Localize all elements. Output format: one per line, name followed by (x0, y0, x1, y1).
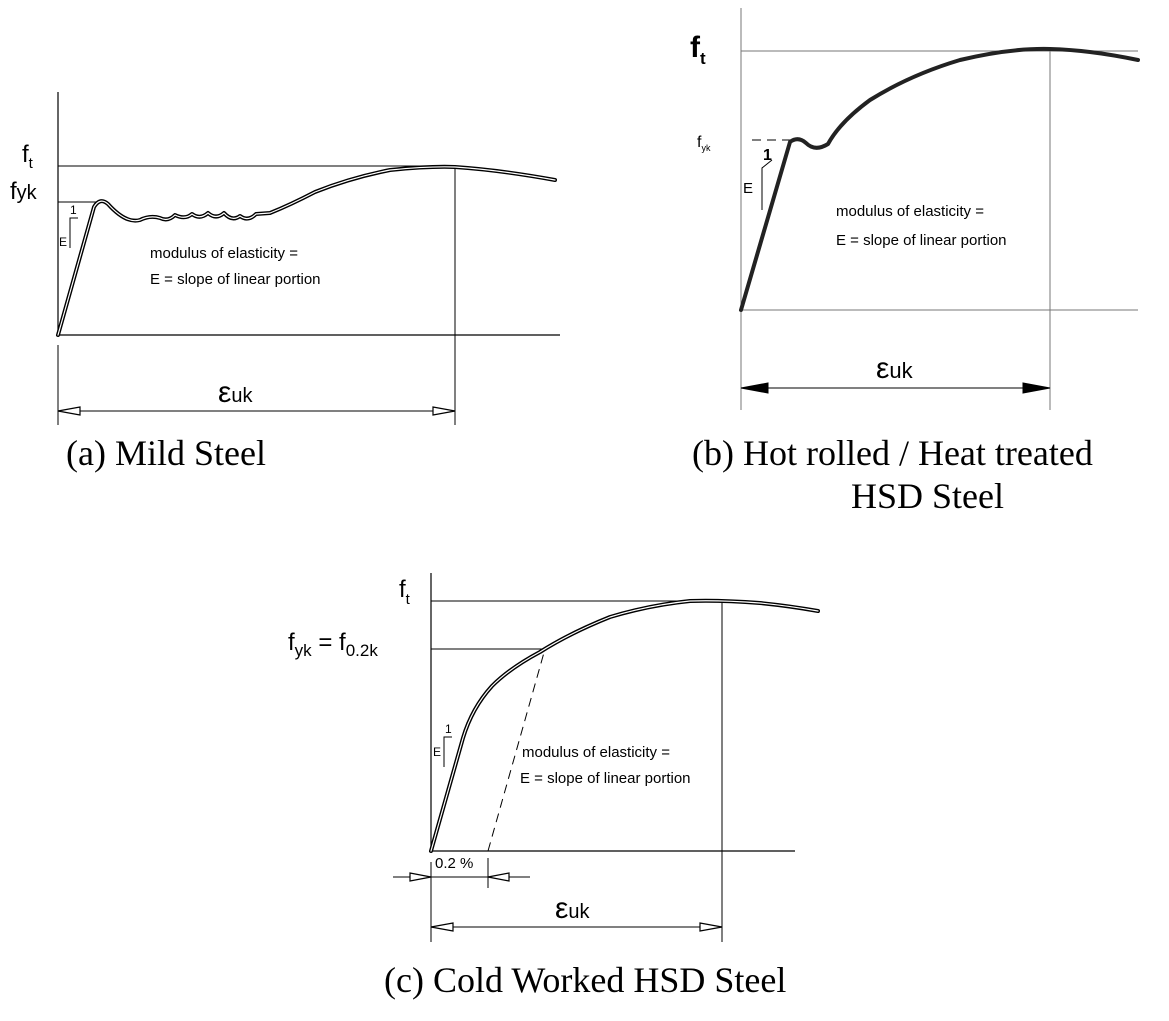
panel-a-slope-triangle (69, 217, 78, 248)
panel-c-offset-arrow-right (487, 872, 510, 882)
panel-c-slope-one: 1 (445, 722, 452, 736)
panel-b-caption-line-2: HSD Steel (851, 476, 1004, 516)
panel-c-ft-label: ft (399, 576, 411, 608)
panel-b-caption-line-1: (b) Hot rolled / Heat treated (692, 433, 1093, 473)
panel-a-annotation-line-2: E = slope of linear portion (150, 271, 321, 288)
panel-c-slope-e: E (433, 745, 441, 759)
panel-c-strain-label: εuk (555, 892, 590, 925)
panel-c-offset-line (487, 648, 546, 852)
panel-b-slope-triangle (761, 159, 773, 210)
panel-a-mild-steel: ft fyk 1 E modulus of elasticity = E = s… (10, 92, 560, 473)
panel-c-caption: (c) Cold Worked HSD Steel (384, 960, 786, 1000)
panel-c-cold-worked: ft fyk = f0.2k 1 E modulus of elasticity… (288, 573, 820, 1000)
panel-a-stress-strain-curve (56, 164, 557, 337)
panel-c-arrow-left (430, 922, 454, 932)
panel-a-annotation-line-1: modulus of elasticity = (150, 245, 298, 262)
panel-c-arrow-right (699, 922, 723, 932)
panel-b-stress-strain-curve (739, 46, 1140, 312)
panel-c-offset-label: 0.2 % (435, 855, 473, 872)
panel-b-fyk-label: fyk (697, 134, 711, 153)
panel-b-arrow-left (740, 382, 769, 394)
panel-a-ft-label: ft (22, 141, 34, 172)
panel-b-hot-rolled: ft fyk 1 E modulus of elasticity = E = s… (690, 8, 1140, 516)
panel-a-caption: (a) Mild Steel (66, 433, 266, 473)
panel-b-slope-e: E (743, 180, 753, 197)
panel-c-slope-triangle (443, 736, 452, 767)
panel-a-arrow-right (432, 406, 456, 416)
panel-c-annotation-line-1: modulus of elasticity = (522, 744, 670, 761)
panel-b-annotation-line-2: E = slope of linear portion (836, 232, 1007, 249)
panel-b-ft-label: ft (690, 31, 706, 68)
panel-a-arrow-left (57, 406, 81, 416)
panel-b-strain-label: εuk (876, 352, 914, 385)
panel-c-fyk-label: fyk = f0.2k (288, 629, 378, 660)
panel-b-arrow-right (1022, 382, 1051, 394)
panel-a-slope-one: 1 (70, 203, 77, 217)
panel-b-slope-one: 1 (763, 147, 772, 164)
panel-b-annotation-line-1: modulus of elasticity = (836, 203, 984, 220)
panel-c-annotation-line-2: E = slope of linear portion (520, 770, 691, 787)
panel-c-stress-strain-curve-inner (430, 600, 819, 852)
panel-a-stress-strain-curve-inner (57, 166, 556, 336)
panel-c-stress-strain-curve (429, 598, 820, 853)
panel-a-fyk-label: fyk (10, 178, 38, 205)
panel-c-offset-arrow-left (409, 872, 432, 882)
panel-a-slope-e: E (59, 235, 67, 249)
panel-a-strain-label: εuk (218, 376, 253, 409)
